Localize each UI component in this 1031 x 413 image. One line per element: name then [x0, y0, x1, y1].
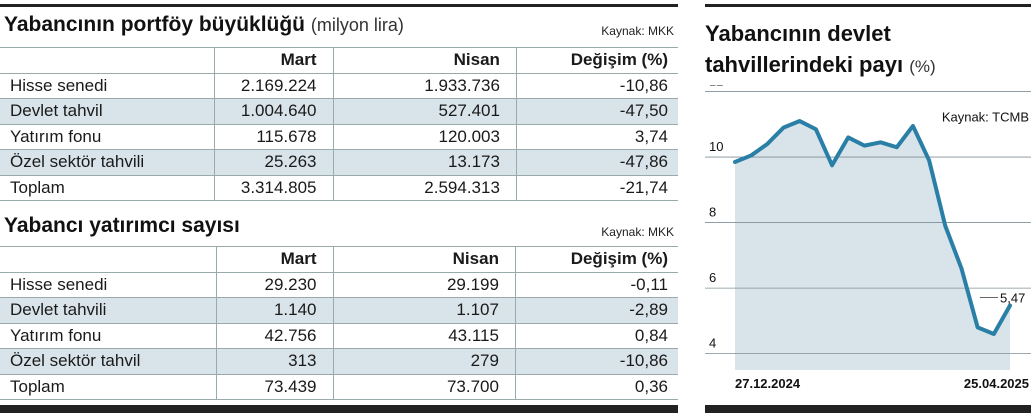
y-tick-label: 8: [709, 205, 716, 220]
chart-bottom-rule: [705, 405, 1031, 413]
chart-source: Kaynak: TCMB: [942, 110, 1029, 125]
table-row: Yatırım fonu 42.756 43.115 0,84: [0, 323, 678, 349]
row-label: Toplam: [0, 374, 217, 400]
cell: 13.173: [332, 149, 517, 176]
table-row: Yatırım fonu 115.678 120.003 3,74: [0, 124, 678, 150]
cell: 29.199: [332, 272, 516, 298]
area-fill: [735, 121, 1010, 370]
chart-title-line1: Yabancının devlet: [705, 21, 891, 46]
cell: 0,84: [514, 323, 678, 349]
cell: -0,11: [514, 272, 678, 298]
cell: 3,74: [515, 124, 678, 150]
chart-top-rule: [705, 4, 1031, 7]
cell: -21,74: [515, 175, 678, 201]
row-label: Yatırım fonu: [0, 124, 215, 150]
header-cell: Nisan: [332, 47, 517, 74]
portfolio-table: Mart Nisan Değişim (%) Hisse senedi 2.16…: [0, 47, 678, 201]
table-row: Devlet tahvili 1.140 1.107 -2,89: [0, 297, 678, 324]
cell: 1.004.640: [214, 98, 334, 125]
cell: -2,89: [514, 297, 678, 324]
cell: 29.230: [215, 272, 333, 298]
table2-title: Yabancı yatırımcı sayısı: [4, 214, 240, 237]
row-label: Devlet tahvil: [0, 98, 215, 125]
bottom-rule: [0, 405, 678, 413]
cell: 43.115: [332, 323, 516, 349]
table-row: Özel sektör tahvili 25.263 13.173 -47,86: [0, 149, 678, 176]
row-label: Özel sektör tahvil: [0, 348, 217, 375]
header-cell: Değişim (%): [514, 246, 678, 273]
cell: 42.756: [215, 323, 333, 349]
cell: 3.314.805: [214, 175, 334, 201]
chart-svg: 4 6 8 10 12 5,47 Kaynak: TCMB 27.12.2024 25.04.2…: [705, 85, 1031, 391]
table-row: Hisse senedi 2.169.224 1.933.736 -10,86: [0, 73, 678, 99]
cell: 1.933.736: [332, 73, 517, 99]
header-cell: [0, 47, 215, 74]
y-tick-label: 6: [709, 270, 716, 285]
chart-title: Yabancının devlet tahvillerindeki payı (…: [705, 18, 1025, 82]
cell: 2.594.313: [332, 175, 517, 201]
tables-panel: Yabancının portföy büyüklüğü (milyon lir…: [0, 4, 678, 413]
x-tick-label: 25.04.2025: [964, 376, 1029, 391]
table-row: Toplam 73.439 73.700 0,36: [0, 374, 678, 400]
cell: 1.140: [215, 297, 333, 324]
cell: -47,86: [515, 149, 678, 176]
row-label: Hisse senedi: [0, 272, 217, 298]
header-cell: Değişim (%): [515, 47, 678, 74]
cell: 2.169.224: [214, 73, 334, 99]
cell: 1.107: [332, 297, 516, 324]
cell: -10,86: [514, 348, 678, 375]
cell: 73.439: [215, 374, 333, 400]
table-row: Toplam 3.314.805 2.594.313 -21,74: [0, 175, 678, 201]
cell: 115.678: [214, 124, 334, 150]
chart-panel: Yabancının devlet tahvillerindeki payı (…: [705, 0, 1031, 413]
y-tick-label: 12: [709, 85, 723, 89]
cell: 279: [332, 348, 516, 375]
table1-source: Kaynak: MKK: [601, 24, 674, 38]
cell: 25.263: [214, 149, 334, 176]
cell: 527.401: [332, 98, 517, 125]
last-value-label: 5,47: [1000, 290, 1025, 305]
table-row: Özel sektör tahvil 313 279 -10,86: [0, 348, 678, 375]
table-row: Devlet tahvil 1.004.640 527.401 -47,50: [0, 98, 678, 125]
table1-title: Yabancının portföy büyüklüğü (milyon lir…: [4, 13, 404, 36]
header-cell: Mart: [215, 246, 333, 273]
y-tick-label: 4: [709, 336, 716, 351]
row-label: Yatırım fonu: [0, 323, 217, 349]
y-tick-label: 10: [709, 139, 723, 154]
table-header-row: Mart Nisan Değişim (%): [0, 47, 678, 74]
table2-source: Kaynak: MKK: [601, 225, 674, 239]
header-cell: Mart: [214, 47, 334, 74]
row-label: Hisse senedi: [0, 73, 215, 99]
cell: 0,36: [514, 374, 678, 400]
top-rule: [0, 4, 678, 7]
chart-title-line2: tahvillerindeki payı: [705, 52, 904, 77]
row-label: Toplam: [0, 175, 215, 201]
cell: 120.003: [332, 124, 517, 150]
x-tick-label: 27.12.2024: [735, 376, 801, 391]
cell: -47,50: [515, 98, 678, 125]
table-header-row: Mart Nisan Değişim (%): [0, 246, 678, 273]
cell: -10,86: [515, 73, 678, 99]
row-label: Devlet tahvili: [0, 297, 217, 324]
cell: 73.700: [332, 374, 516, 400]
row-label: Özel sektör tahvili: [0, 149, 215, 176]
header-cell: [0, 246, 217, 273]
table1-subtitle: (milyon lira): [310, 15, 404, 35]
series-line: [733, 119, 1012, 336]
chart-unit: (%): [909, 57, 936, 76]
table-row: Hisse senedi 29.230 29.199 -0,11: [0, 272, 678, 298]
header-cell: Nisan: [332, 246, 516, 273]
cell: 313: [215, 348, 333, 375]
investor-count-table: Mart Nisan Değişim (%) Hisse senedi 29.2…: [0, 246, 678, 400]
